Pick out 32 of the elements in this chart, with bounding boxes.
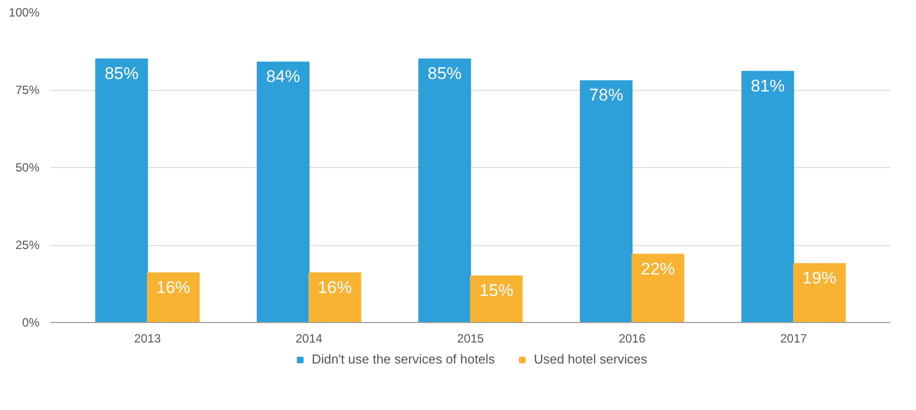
bar	[580, 80, 633, 322]
bar	[470, 276, 523, 322]
bar	[793, 263, 846, 322]
data-label: 15%	[479, 281, 514, 300]
bar	[741, 70, 794, 322]
bar	[95, 58, 148, 322]
legend-label: Used hotel services	[534, 352, 648, 366]
data-label: 81%	[750, 76, 785, 96]
data-label: 22%	[640, 259, 675, 278]
data-label: 16%	[318, 278, 352, 297]
data-label: 16%	[156, 278, 190, 297]
bar	[256, 62, 310, 322]
bar	[418, 58, 471, 322]
bar	[632, 254, 684, 322]
x-tick-label: 2016	[618, 332, 646, 346]
y-tick-label: 25%	[15, 238, 40, 252]
y-tick-label: 75%	[15, 83, 40, 97]
bar	[146, 272, 200, 322]
x-tick-label: 2017	[780, 332, 808, 346]
legend-label: Didn't use the services of hotels	[312, 352, 495, 366]
y-tick-label: 100%	[8, 6, 40, 20]
x-tick-label: 2013	[134, 332, 162, 346]
data-label: 85%	[104, 64, 139, 83]
y-tick-label: 50%	[15, 160, 40, 174]
data-label: 19%	[802, 268, 836, 288]
y-tick-label: 0%	[22, 316, 40, 330]
x-tick-label: 2014	[296, 332, 323, 346]
data-label: 85%	[428, 64, 462, 83]
x-tick-label: 2015	[457, 332, 484, 346]
data-label: 84%	[266, 67, 300, 86]
data-label: 78%	[589, 86, 624, 105]
bar	[308, 272, 362, 322]
